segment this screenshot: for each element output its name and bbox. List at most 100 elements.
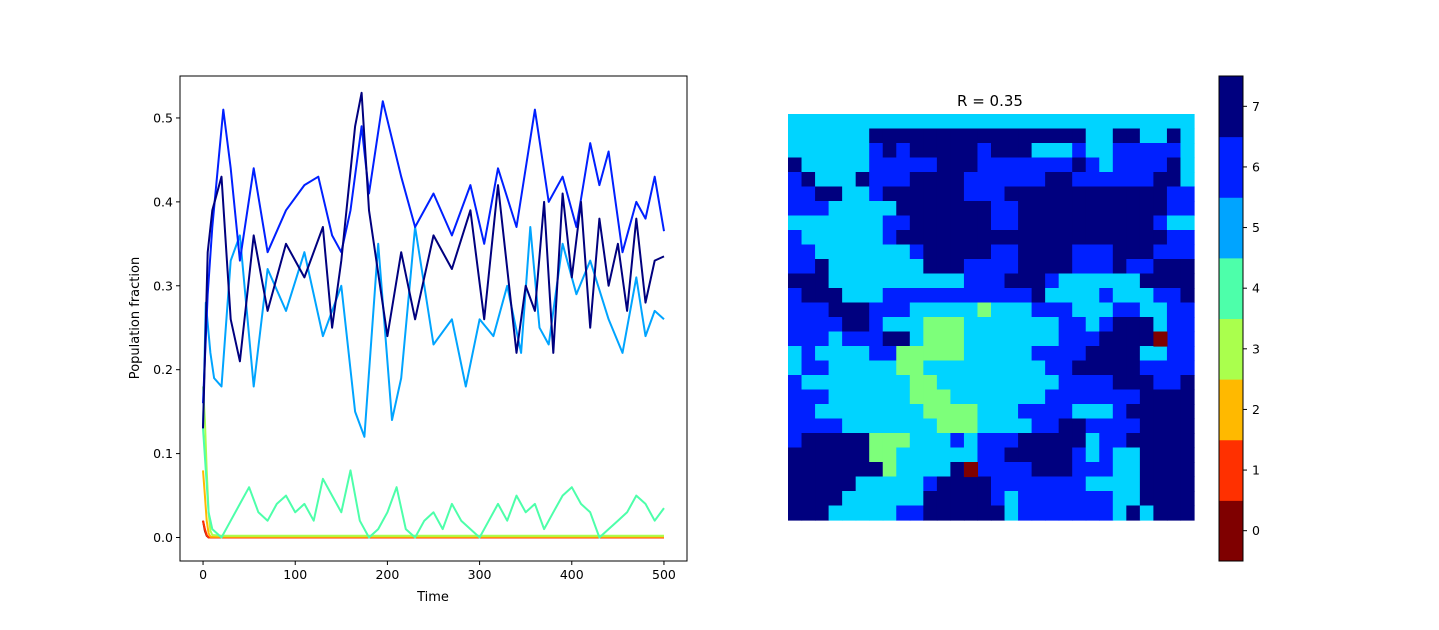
heatmap-cell <box>1180 157 1195 173</box>
heatmap-cell <box>1099 491 1114 507</box>
heatmap-cell <box>815 476 830 492</box>
heatmap-cell <box>991 128 1006 144</box>
heatmap-cell <box>1072 186 1087 202</box>
heatmap-cell <box>788 375 803 391</box>
heatmap-cell <box>1045 462 1060 478</box>
heatmap-cell <box>1099 114 1114 130</box>
heatmap-cell <box>1085 476 1100 492</box>
heatmap-cell <box>1031 331 1046 347</box>
heatmap-cell <box>936 447 951 463</box>
heatmap-cell <box>1139 418 1154 434</box>
heatmap-cell <box>1031 346 1046 362</box>
heatmap-cell <box>788 259 803 275</box>
colorbar-block <box>1219 500 1243 562</box>
heatmap-cell <box>855 114 870 130</box>
heatmap-cell <box>896 201 911 217</box>
heatmap-cell <box>977 143 992 159</box>
heatmap-cell <box>882 462 897 478</box>
heatmap-cell <box>828 201 843 217</box>
heatmap-cell <box>1139 346 1154 362</box>
heatmap-cell <box>869 360 884 376</box>
heatmap-cell <box>936 201 951 217</box>
heatmap-cell <box>950 505 965 521</box>
heatmap-cell <box>882 447 897 463</box>
heatmap-cell <box>950 404 965 420</box>
heatmap-cell <box>828 360 843 376</box>
heatmap-cell <box>1045 302 1060 318</box>
heatmap-cell <box>828 505 843 521</box>
heatmap-cell <box>842 259 857 275</box>
heatmap-cell <box>828 433 843 449</box>
heatmap-cell <box>1031 317 1046 333</box>
heatmap-cell <box>923 244 938 260</box>
heatmap-cell <box>869 201 884 217</box>
heatmap-cell <box>923 302 938 318</box>
heatmap-cell <box>1112 476 1127 492</box>
heatmap-cell <box>801 143 816 159</box>
heatmap-cell <box>801 244 816 260</box>
heatmap-cell <box>1153 128 1168 144</box>
heatmap-cell <box>788 389 803 405</box>
heatmap-cell <box>1031 491 1046 507</box>
heatmap-cell <box>1180 317 1195 333</box>
heatmap-cell <box>1072 505 1087 521</box>
heatmap-cell <box>1018 230 1033 246</box>
heatmap-cell <box>842 360 857 376</box>
heatmap-cell <box>1180 215 1195 231</box>
heatmap-cell <box>991 433 1006 449</box>
heatmap-cell <box>855 433 870 449</box>
heatmap-cell <box>828 230 843 246</box>
heatmap-cell <box>1099 128 1114 144</box>
heatmap-cell <box>1126 186 1141 202</box>
heatmap-cell <box>1072 273 1087 289</box>
heatmap-cell <box>963 317 979 333</box>
heatmap-cell <box>1099 346 1114 362</box>
heatmap-cell <box>963 360 979 376</box>
heatmap-cell <box>991 360 1006 376</box>
heatmap-cell <box>909 230 924 246</box>
heatmap-cell <box>1072 143 1087 159</box>
heatmap-cell <box>1099 288 1114 304</box>
heatmap-cell <box>1112 186 1127 202</box>
heatmap-cell <box>788 360 803 376</box>
heatmap-cell <box>923 462 938 478</box>
heatmap-title: R = 0.35 <box>957 92 1023 110</box>
heatmap-cell <box>923 360 938 376</box>
heatmap-cell <box>828 331 843 347</box>
heatmap-cell <box>1166 114 1182 130</box>
heatmap-cell <box>936 389 951 405</box>
heatmap-cell <box>896 360 911 376</box>
heatmap-cell <box>1153 346 1168 362</box>
heatmap-cell <box>909 317 924 333</box>
heatmap-cell <box>963 230 979 246</box>
heatmap-cell <box>963 302 979 318</box>
heatmap-cell <box>923 172 938 188</box>
heatmap-cell <box>991 389 1006 405</box>
heatmap-cell <box>1166 462 1182 478</box>
heatmap-cell <box>909 476 924 492</box>
heatmap-cell <box>1166 259 1182 275</box>
heatmap-cell <box>923 143 938 159</box>
heatmap-cell <box>855 302 870 318</box>
heatmap-cell <box>1045 491 1060 507</box>
heatmap-cell <box>991 447 1006 463</box>
heatmap-cell <box>1166 172 1182 188</box>
heatmap-cell <box>1085 128 1100 144</box>
heatmap-cell <box>1166 505 1182 521</box>
heatmap-cell <box>788 476 803 492</box>
heatmap-cell <box>842 491 857 507</box>
heatmap-cell <box>896 143 911 159</box>
heatmap-cell <box>963 505 979 521</box>
heatmap-cell <box>1018 302 1033 318</box>
heatmap-cells <box>788 114 1195 521</box>
heatmap-cell <box>882 230 897 246</box>
heatmap-cell <box>1018 157 1033 173</box>
heatmap-cell <box>923 157 938 173</box>
heatmap-cell <box>950 157 965 173</box>
heatmap-cell <box>1139 186 1154 202</box>
heatmap-cell <box>855 186 870 202</box>
heatmap-cell <box>1139 360 1154 376</box>
heatmap-cell <box>855 172 870 188</box>
heatmap-cell <box>1031 143 1046 159</box>
heatmap-cell <box>801 360 816 376</box>
